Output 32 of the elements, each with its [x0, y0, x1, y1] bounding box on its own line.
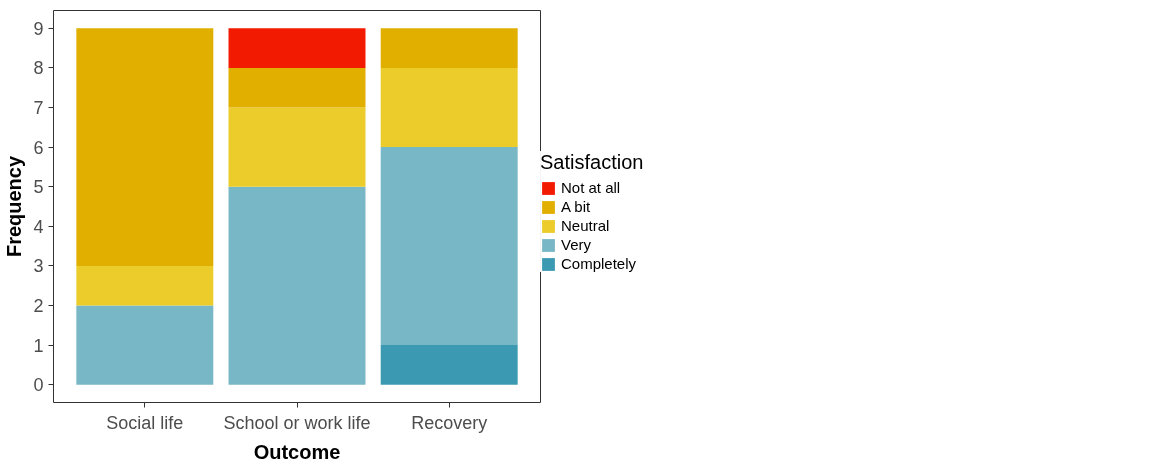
y-tick-label: 6 [33, 137, 44, 158]
legend-label: Very [561, 236, 592, 253]
x-axis-title: Outcome [253, 440, 341, 463]
y-tick-label: 3 [33, 256, 44, 277]
x-tick-label: Recovery [411, 412, 488, 433]
bar [76, 265, 214, 306]
bar [380, 345, 518, 385]
legend-label: Not at all [561, 179, 621, 196]
y-tick-label: 7 [33, 98, 44, 119]
y-tick-label: 2 [33, 295, 44, 316]
bar [228, 28, 366, 68]
bar [76, 28, 214, 266]
y-axis-title: Frequency [3, 155, 26, 258]
x-tick-label: Social life [106, 412, 184, 433]
legend-label: A bit [561, 198, 591, 215]
legend-label: Neutral [561, 217, 610, 234]
legend-title: Satisfaction [540, 151, 644, 174]
y-tick-label: 0 [33, 375, 44, 396]
bar [380, 28, 518, 68]
y-tick-label: 4 [33, 216, 44, 237]
bar [380, 67, 518, 148]
y-tick-label: 1 [33, 335, 44, 356]
bar [228, 67, 366, 108]
legend-label: Completely [561, 255, 637, 272]
x-tick-label: School or work life [223, 412, 371, 433]
y-tick-label: 5 [33, 177, 44, 198]
y-tick-label: 8 [33, 58, 44, 79]
bar [380, 147, 518, 346]
y-tick-label: 9 [33, 18, 44, 39]
bar [228, 107, 366, 187]
bar [76, 305, 214, 385]
bar [228, 186, 366, 385]
